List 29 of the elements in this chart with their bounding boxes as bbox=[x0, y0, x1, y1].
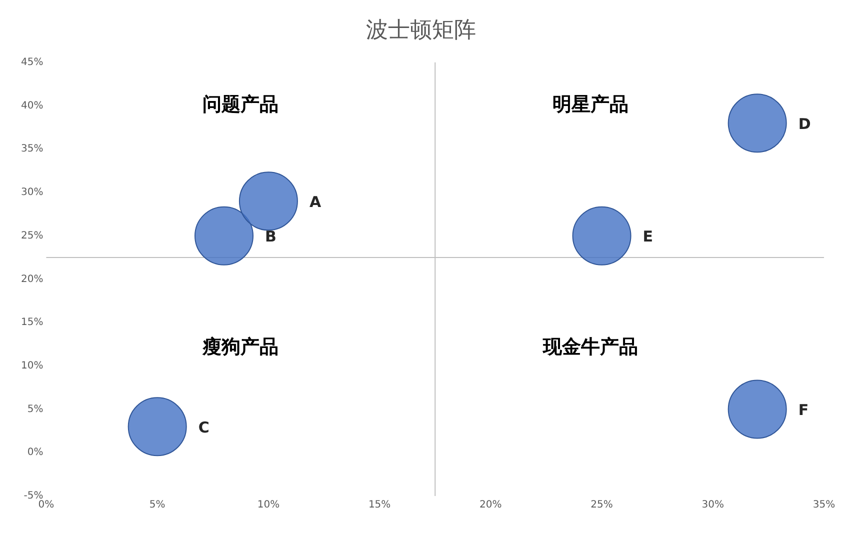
x-tick-label: 25% bbox=[590, 500, 613, 511]
x-tick-label: 15% bbox=[368, 500, 391, 511]
series-label: C bbox=[198, 418, 210, 437]
y-tick-label: 40% bbox=[20, 100, 44, 112]
series-label: A bbox=[309, 193, 322, 212]
annotation: 问题产品 bbox=[202, 94, 279, 116]
y-tick-label: 10% bbox=[20, 360, 44, 372]
x-tick-label: 35% bbox=[812, 500, 836, 511]
annotation: 现金牛产品 bbox=[542, 336, 638, 358]
annotation: 瘦狗产品 bbox=[202, 336, 279, 358]
y-tick-label: 20% bbox=[20, 274, 44, 285]
x-tick-label: 5% bbox=[149, 500, 166, 511]
series-label: D bbox=[798, 114, 811, 133]
x-tick-label: 20% bbox=[480, 500, 502, 511]
y-tick-label: 5% bbox=[27, 404, 44, 415]
x-tick-label: 0% bbox=[38, 500, 54, 511]
y-tick-label: 15% bbox=[20, 317, 44, 328]
y-tick-label: 30% bbox=[20, 187, 44, 198]
series-label: B bbox=[265, 228, 276, 246]
series-label: F bbox=[798, 401, 809, 420]
y-tick-label: 0% bbox=[27, 447, 44, 458]
x-tick-label: 10% bbox=[257, 500, 280, 511]
y-tick-label: 45% bbox=[20, 56, 44, 68]
annotation: 明星产品 bbox=[552, 94, 629, 116]
series-label: E bbox=[642, 228, 654, 246]
y-tick-label: 35% bbox=[20, 144, 44, 155]
x-tick-label: 30% bbox=[702, 500, 724, 511]
y-tick-label: 25% bbox=[20, 230, 44, 242]
chart-title: 波士顿矩阵 bbox=[366, 18, 476, 43]
